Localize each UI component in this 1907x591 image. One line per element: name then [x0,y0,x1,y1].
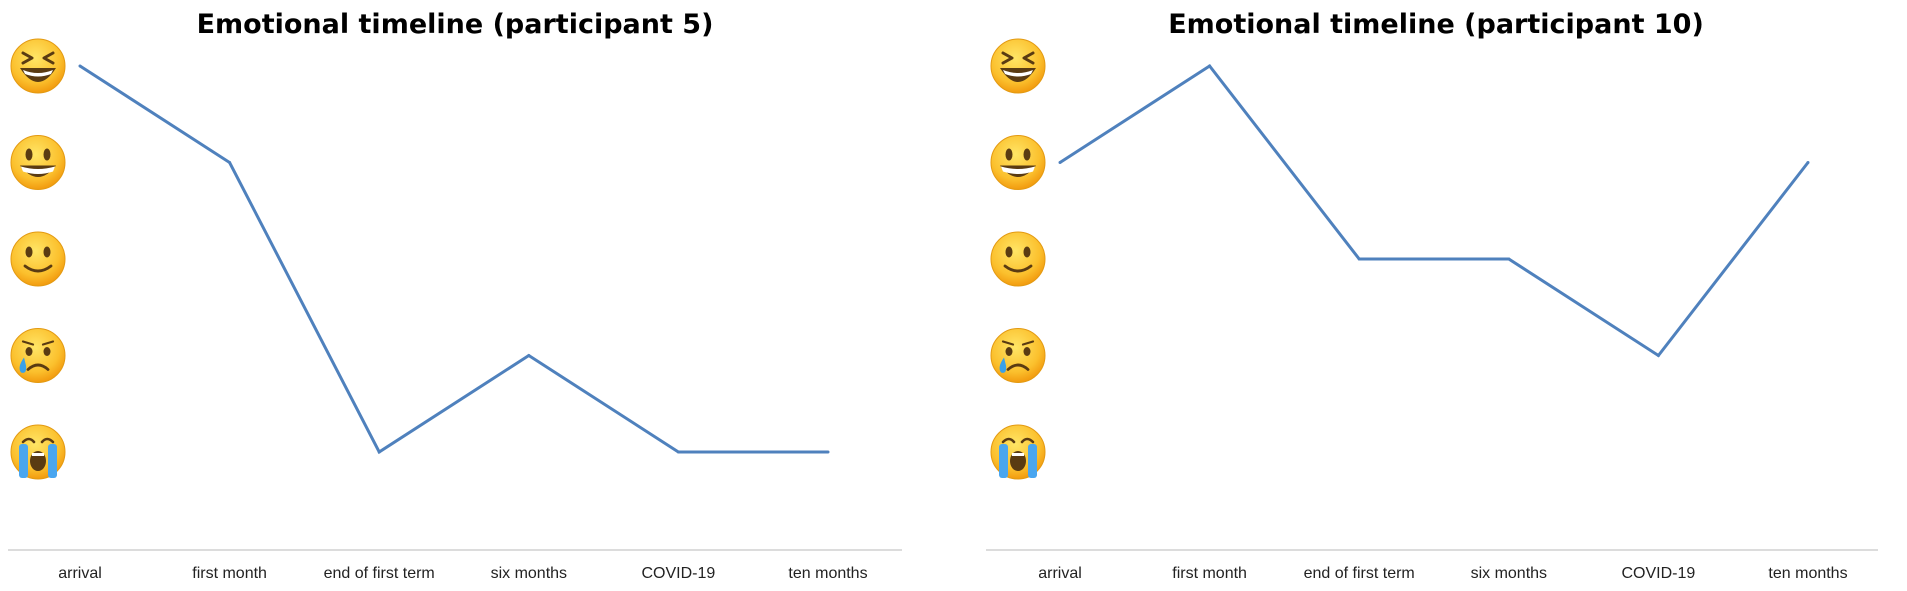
y-axis-emoji-scale [10,38,66,480]
chart-title: Emotional timeline (participant 10) [1168,9,1704,40]
data-point [1058,161,1062,164]
data-point [377,450,381,454]
slightly-smiling-face-icon [990,231,1046,287]
data-point [826,450,830,454]
emotional-timeline-chart-participant-10: Emotional timeline (participant 10) arri… [986,9,1878,582]
loudly-crying-face-icon [990,424,1046,480]
x-tick-label: ten months [788,565,867,582]
laughing-squint-face-icon [990,38,1046,94]
y-axis-emoji-scale [990,38,1046,480]
x-axis-tick-labels: arrival first month end of first term six m… [1038,565,1847,582]
grinning-face-icon [990,135,1046,190]
data-point [1806,161,1810,164]
data-point [1507,257,1511,261]
x-tick-label: end of first term [1304,565,1415,582]
loudly-crying-face-icon [10,424,66,480]
x-tick-label: COVID-19 [1622,565,1696,582]
grinning-face-icon [10,135,66,190]
x-tick-label: six months [491,565,567,582]
crying-face-icon [990,328,1046,383]
chart-title: Emotional timeline (participant 5) [197,9,714,40]
x-tick-label: ten months [1768,565,1847,582]
data-point [228,161,232,164]
series-line [1059,63,1810,358]
data-point [1357,257,1361,261]
x-tick-label: first month [192,565,267,582]
x-tick-label: arrival [58,565,102,582]
x-tick-label: arrival [1038,565,1082,582]
data-point [676,450,680,454]
x-tick-label: first month [1172,565,1247,582]
data-point [1208,64,1212,68]
data-points [78,64,830,454]
series-line [79,64,828,455]
data-point [527,354,531,357]
emotional-timeline-chart-participant-5: Emotional timeline (participant 5) arriv… [8,9,902,582]
x-axis-tick-labels: arrival first month end of first term six m… [58,565,867,582]
x-tick-label: end of first term [324,565,435,582]
laughing-squint-face-icon [10,38,66,94]
crying-face-icon [10,328,66,383]
slightly-smiling-face-icon [10,231,66,287]
data-point [1656,354,1660,357]
data-point [78,64,82,68]
data-points [1058,64,1810,357]
x-tick-label: six months [1471,565,1547,582]
x-tick-label: COVID-19 [642,565,716,582]
